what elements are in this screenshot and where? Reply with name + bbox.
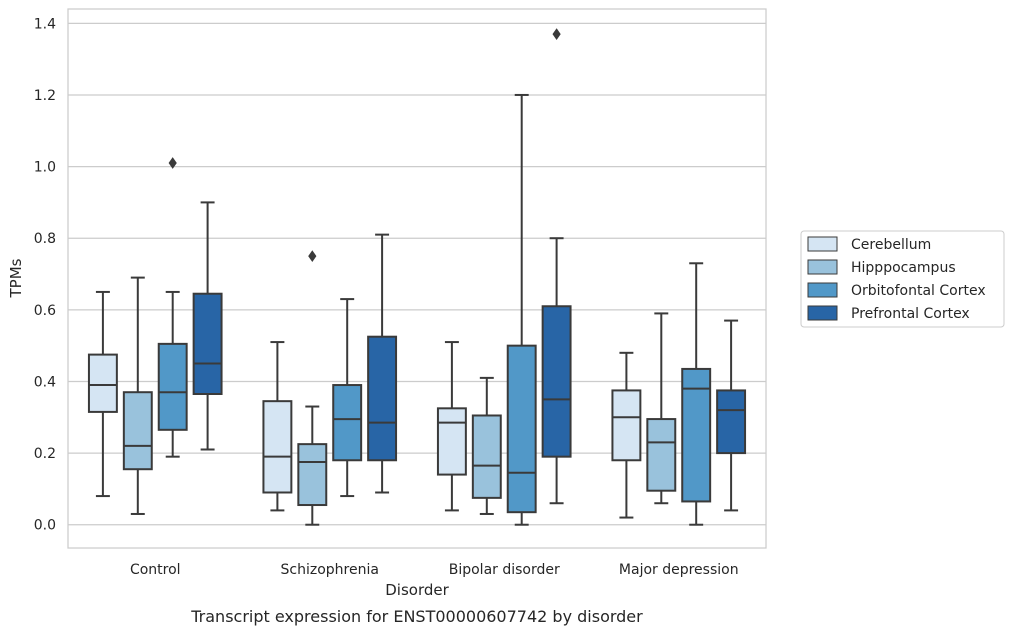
box-group: [87, 290, 118, 498]
box-iqr: [332, 384, 363, 462]
legend-entry: Cerebellum: [807, 236, 931, 253]
y-axis-label: TPMs: [7, 258, 25, 298]
legend-swatch: [807, 259, 838, 275]
box-group: [367, 233, 398, 494]
y-tick-label: 0.4: [34, 374, 56, 390]
plot-frame: [67, 8, 767, 549]
box-group: [262, 341, 293, 512]
y-tick-labels: 0.0 0.2 0.4 0.6 0.8 1.0 1.2 1.4: [34, 16, 56, 533]
box-group: [471, 376, 502, 515]
box-layer: [87, 28, 747, 526]
legend-entries: Cerebellum Hipppocampus Orbitofontal Corte…: [807, 236, 986, 322]
y-tick-label: 1.4: [34, 16, 56, 32]
box-iqr: [297, 443, 328, 507]
box-group: [716, 319, 747, 512]
box-iqr: [436, 407, 467, 476]
box-iqr: [681, 367, 712, 503]
legend-swatch: [807, 236, 838, 252]
box-group: [541, 28, 572, 505]
outlier-point: [168, 157, 177, 169]
box-group: [332, 298, 363, 498]
box-iqr: [471, 414, 502, 499]
y-tick-label: 0.6: [34, 303, 56, 319]
x-tick-label: Major depression: [619, 562, 739, 578]
box-iqr: [541, 305, 572, 458]
legend-swatch: [807, 282, 838, 298]
x-tick-label: Bipolar disorder: [449, 562, 560, 578]
legend-entry: Prefrontal Cortex: [807, 305, 970, 322]
box-iqr: [157, 342, 188, 431]
y-tick-label: 0.8: [34, 231, 56, 247]
legend-label: Hipppocampus: [851, 260, 956, 276]
chart-caption: Transcript expression for ENST0000060774…: [190, 607, 643, 626]
x-axis-label: Disorder: [385, 581, 449, 599]
box-group: [192, 201, 223, 451]
outlier-point: [308, 250, 317, 262]
x-tick-label: Schizophrenia: [281, 562, 379, 578]
box-group: [297, 250, 328, 526]
legend-label: Cerebellum: [851, 237, 931, 253]
y-tick-label: 0.2: [34, 446, 56, 462]
box-group: [611, 351, 642, 519]
box-iqr: [192, 292, 223, 395]
legend-swatch: [807, 305, 838, 321]
box-group: [122, 276, 153, 515]
legend-label: Prefrontal Cortex: [851, 306, 970, 322]
x-tick-labels: Control Schizophrenia Bipolar disorder Majo…: [130, 562, 739, 578]
y-tick-label: 1.0: [34, 160, 56, 176]
box-iqr: [367, 335, 398, 462]
x-tick-label: Control: [130, 562, 181, 578]
box-iqr: [716, 389, 747, 455]
legend-frame: [800, 230, 1005, 328]
legend: Cerebellum Hipppocampus Orbitofontal Corte…: [800, 230, 1005, 328]
y-tick-label: 0.0: [34, 518, 56, 534]
box-iqr: [646, 418, 677, 492]
legend-entry: Hipppocampus: [807, 259, 956, 276]
box-group: [506, 93, 537, 526]
box-group: [646, 312, 677, 505]
box-group: [436, 341, 467, 512]
legend-label: Orbitofontal Cortex: [851, 283, 986, 299]
box-iqr: [506, 344, 537, 514]
legend-entry: Orbitofontal Cortex: [807, 282, 986, 299]
box-iqr: [87, 353, 118, 413]
box-iqr: [122, 391, 153, 471]
box-iqr: [262, 400, 293, 494]
box-group: [157, 157, 188, 458]
box-iqr: [611, 389, 642, 462]
y-tick-label: 1.2: [34, 88, 56, 104]
outlier-point: [552, 28, 561, 40]
box-group: [681, 262, 712, 526]
